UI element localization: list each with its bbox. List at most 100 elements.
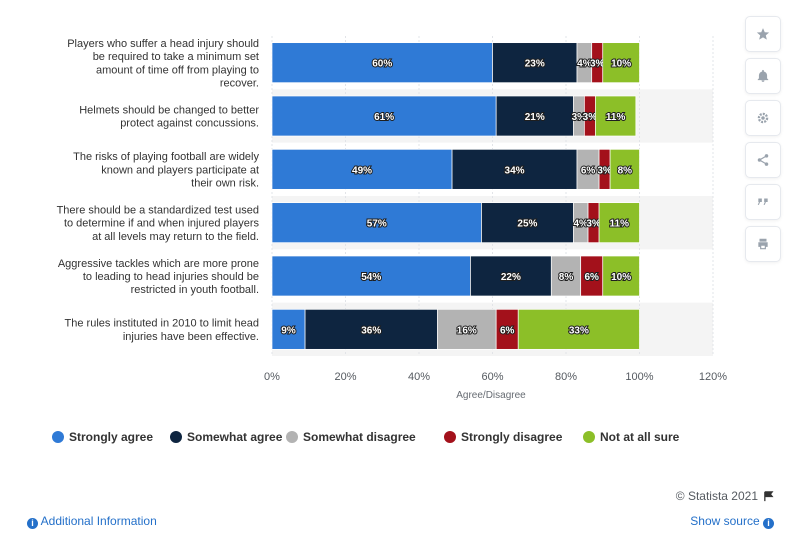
bar-segment[interactable] [271,308,306,350]
legend-swatch [286,431,298,443]
legend-item[interactable]: Somewhat disagree [286,430,416,444]
data-label: 36% [361,325,381,336]
toolbar [745,16,781,262]
category-label: Aggressive tackles which are more prone t… [58,258,259,296]
data-label: 8% [618,165,633,176]
x-tick-label: 0% [264,371,280,383]
data-label: 3% [586,219,601,230]
cite-button[interactable] [745,184,781,220]
x-tick-label: 120% [699,371,727,383]
bar-segment[interactable] [271,42,493,84]
legend-label: Somewhat agree [187,430,283,444]
legend-item[interactable]: Not at all sure [583,430,680,444]
data-label: 3% [590,59,605,70]
category-label: There should be a standardized test used… [57,204,260,242]
data-label: 33% [569,325,589,336]
category-label-layer: Players who suffer a head injury should b… [57,38,260,343]
data-label: 10% [611,59,631,70]
show-source-link[interactable]: Show source i [690,514,774,529]
bar-segment[interactable] [492,42,578,84]
legend: Strongly agree Somewhat agree Somewhat dis… [52,430,680,444]
x-axis-title: Agree/Disagree [456,390,526,401]
additional-information-link[interactable]: i Additional Information [27,514,157,529]
bar-layer: 60% 23% 4%3% 10%61% 21% 3%3% 11%49% 34% 6% 3% 8%57… [271,42,640,350]
legend-label: Strongly agree [69,430,153,444]
bar-segment[interactable] [602,255,640,297]
category-label: Helmets should be changed to better prote… [79,104,259,129]
bar-segment[interactable] [517,308,640,350]
legend-swatch [583,431,595,443]
bar-segment[interactable] [451,148,578,190]
data-label: 11% [606,112,626,123]
show-source-label: Show source [690,514,760,528]
bar-segment[interactable] [470,255,552,297]
credit-text: © Statista 2021 [675,489,758,503]
bar-segment[interactable] [271,202,482,244]
legend-swatch [170,431,182,443]
legend-swatch [52,431,64,443]
category-label: The risks of playing football are widely… [73,151,259,189]
bar-segment[interactable] [598,202,640,244]
data-label: 3% [572,112,587,123]
x-tick-label: 20% [334,371,356,383]
data-label: 23% [525,59,545,70]
bar-segment[interactable] [495,95,574,137]
category-label: Players who suffer a head injury should b… [67,38,259,90]
legend-label: Not at all sure [600,430,680,444]
data-label: 4% [573,219,588,230]
legend-swatch [444,431,456,443]
bookmark-button[interactable] [745,16,781,52]
data-label: 6% [581,165,596,176]
category-label: The rules instituted in 2010 to limit he… [65,318,259,343]
print-icon [758,238,768,250]
data-label: 57% [367,219,387,230]
data-label: 8% [559,272,574,283]
bar-segment[interactable] [437,308,497,350]
gear-icon [757,112,769,124]
bar-segment[interactable] [481,202,574,244]
share-icon [757,154,769,166]
data-label: 21% [525,112,545,123]
info-icon: i [763,518,774,529]
x-tick-label: 40% [408,371,430,383]
star-icon [756,28,770,40]
share-button[interactable] [745,142,781,178]
gridline-layer [271,36,714,356]
data-label: 60% [372,59,392,70]
x-tick-label: 100% [625,371,653,383]
legend-item[interactable]: Somewhat agree [170,430,283,444]
legend-label: Somewhat disagree [303,430,416,444]
data-label: 25% [517,219,537,230]
data-label: 6% [584,272,599,283]
data-label: 61% [374,112,394,123]
x-tick-label: 60% [481,371,503,383]
notification-button[interactable] [745,58,781,94]
bar-segment[interactable] [602,42,640,84]
bar-segment[interactable] [595,95,637,137]
settings-button[interactable] [745,100,781,136]
print-button[interactable] [745,226,781,262]
data-label: 34% [505,165,525,176]
info-icon: i [27,518,38,529]
flag-icon [764,490,774,501]
data-label: 6% [500,325,515,336]
bar-segment[interactable] [271,148,453,190]
bar-segment[interactable] [550,255,582,297]
data-label: 11% [610,219,630,230]
bar-segment[interactable] [609,148,640,190]
bar-segment[interactable] [271,255,471,297]
data-label: 16% [457,325,477,336]
additional-information-label: Additional Information [40,514,157,528]
legend-item[interactable]: Strongly agree [52,430,153,444]
data-label: 9% [281,325,296,336]
bell-icon [757,69,769,82]
legend-item[interactable]: Strongly disagree [444,430,563,444]
data-label: 54% [361,272,381,283]
data-label: 22% [501,272,521,283]
quote-icon [757,198,768,205]
x-tick-label: 80% [555,371,577,383]
data-label: 49% [352,165,372,176]
x-tick-layer: 0% 20% 40% 60% 80% 100% 120% [264,371,727,383]
statista-credit: © Statista 2021 [676,489,774,503]
